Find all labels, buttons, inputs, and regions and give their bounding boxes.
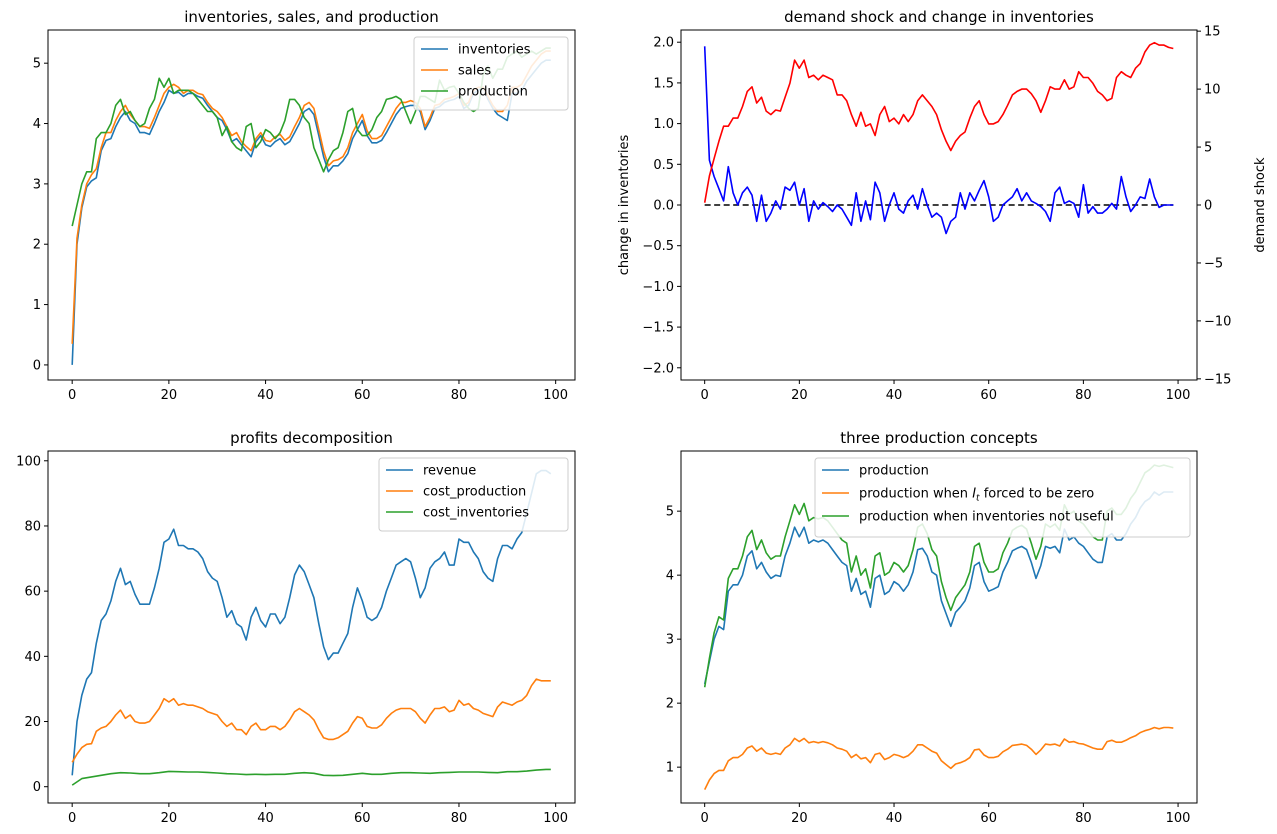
legend: production production when It forced to b… (814, 457, 1191, 538)
x-tick-label: 0 (68, 388, 76, 403)
plot-frame (680, 450, 1198, 804)
y2-axis-label: demand shock (1253, 157, 1268, 253)
y-tick-label: 2.0 (653, 36, 674, 51)
y2-tick-label: 0 (1204, 199, 1212, 214)
legend-label: production when It forced to be zero (859, 487, 1094, 504)
y-tick-label: 1.0 (653, 117, 674, 132)
legend: revenue cost_production cost_inventories (378, 457, 569, 532)
x-tick-label: 100 (1166, 388, 1191, 403)
legend-label: cost_production (423, 485, 526, 500)
x-tick-label: 100 (1166, 811, 1191, 826)
chart-panel-3: profits decomposition 0 20 40 60 80 100 0 20 40 60… (16, 429, 576, 826)
x-tick-label: 20 (791, 811, 808, 826)
chart-title: three production concepts (840, 429, 1038, 447)
x-tick-label: 100 (543, 388, 568, 403)
legend-label: production (859, 464, 929, 479)
series-line-demand-shock (703, 41, 1174, 203)
legend-label: production when inventories not useful (859, 510, 1114, 525)
x-tick-label: 40 (257, 811, 274, 826)
y-tick-label: 20 (24, 715, 41, 730)
x-tick-label: 40 (257, 388, 274, 403)
series-line-revenue (71, 469, 552, 776)
series-line-cost-production (71, 678, 551, 763)
chart-title: inventories, sales, and production (184, 8, 439, 26)
y2-tick-label: 5 (1204, 141, 1212, 156)
legend: inventories sales production (413, 36, 569, 111)
x-tick-label: 40 (886, 388, 903, 403)
y-tick-label: −2.0 (642, 361, 674, 376)
y-tick-label: 0 (33, 780, 41, 795)
series-line-production (703, 491, 1174, 685)
chart-title: profits decomposition (230, 429, 393, 447)
y2-tick-label: −15 (1204, 372, 1231, 387)
x-tick-label: 0 (68, 811, 76, 826)
y-tick-label: 5 (666, 505, 674, 520)
x-tick-label: 20 (161, 388, 178, 403)
x-tick-label: 0 (701, 811, 709, 826)
chart-panel-2: demand shock and change in inventories 0 2… (617, 8, 1268, 403)
plot-frame (680, 29, 1198, 381)
y-tick-label: 100 (16, 454, 41, 469)
chart-title: demand shock and change in inventories (784, 8, 1094, 26)
legend-label: cost_inventories (423, 506, 529, 521)
x-tick-label: 60 (354, 811, 371, 826)
y-tick-label: 4 (33, 117, 41, 132)
x-tick-label: 20 (161, 811, 178, 826)
series-line-change-in-inventories (703, 46, 1174, 235)
y2-tick-label: −5 (1204, 256, 1223, 271)
plot-frame (47, 29, 576, 381)
y-tick-label: 5 (33, 57, 41, 72)
y2-tick-label: 10 (1204, 83, 1221, 98)
x-tick-label: 60 (980, 388, 997, 403)
y-tick-label: 1 (666, 761, 674, 776)
legend-label: revenue (423, 464, 476, 479)
x-tick-label: 80 (1075, 388, 1092, 403)
legend-box (814, 457, 1191, 538)
y-tick-label: 3 (33, 177, 41, 192)
y-tick-label: 0 (33, 358, 41, 373)
x-tick-label: 80 (451, 388, 468, 403)
x-tick-label: 0 (701, 388, 709, 403)
series-line-cost-inventories (71, 768, 551, 786)
legend-box (413, 36, 569, 111)
y-tick-label: −1.5 (642, 321, 674, 336)
y-tick-label: 4 (666, 569, 674, 584)
x-tick-label: 20 (791, 388, 808, 403)
series-line-production-when-i-t-forced-to-be-zero (703, 726, 1174, 790)
y2-tick-label: −10 (1204, 314, 1231, 329)
x-tick-label: 40 (886, 811, 903, 826)
y-tick-label: 40 (24, 650, 41, 665)
legend-box (378, 457, 569, 532)
legend-label: sales (458, 64, 491, 79)
plot-frame (47, 450, 576, 804)
y-tick-label: −1.0 (642, 280, 674, 295)
chart-panel-4: three production concepts 0 20 40 60 80 100 1 2 3… (666, 429, 1198, 826)
y-tick-label: 2 (33, 238, 41, 253)
y-tick-label: −0.5 (642, 239, 674, 254)
y-tick-label: 0.5 (653, 158, 674, 173)
series-line-production-when-inventories-not-useful (703, 464, 1174, 688)
x-tick-label: 80 (1075, 811, 1092, 826)
y-tick-label: 3 (666, 633, 674, 648)
y-tick-label: 0.0 (653, 199, 674, 214)
x-tick-label: 100 (543, 811, 568, 826)
y-tick-label: 2 (666, 697, 674, 712)
legend-label: inventories (458, 43, 531, 58)
x-tick-label: 60 (980, 811, 997, 826)
y2-tick-label: 15 (1204, 25, 1221, 40)
y-tick-label: 80 (24, 519, 41, 534)
y-tick-label: 1.5 (653, 76, 674, 91)
x-tick-label: 60 (354, 388, 371, 403)
legend-label: production (458, 85, 528, 100)
y-axis-label: change in inventories (617, 135, 632, 276)
y-tick-label: 60 (24, 585, 41, 600)
x-tick-label: 80 (451, 811, 468, 826)
y-tick-label: 1 (33, 298, 41, 313)
